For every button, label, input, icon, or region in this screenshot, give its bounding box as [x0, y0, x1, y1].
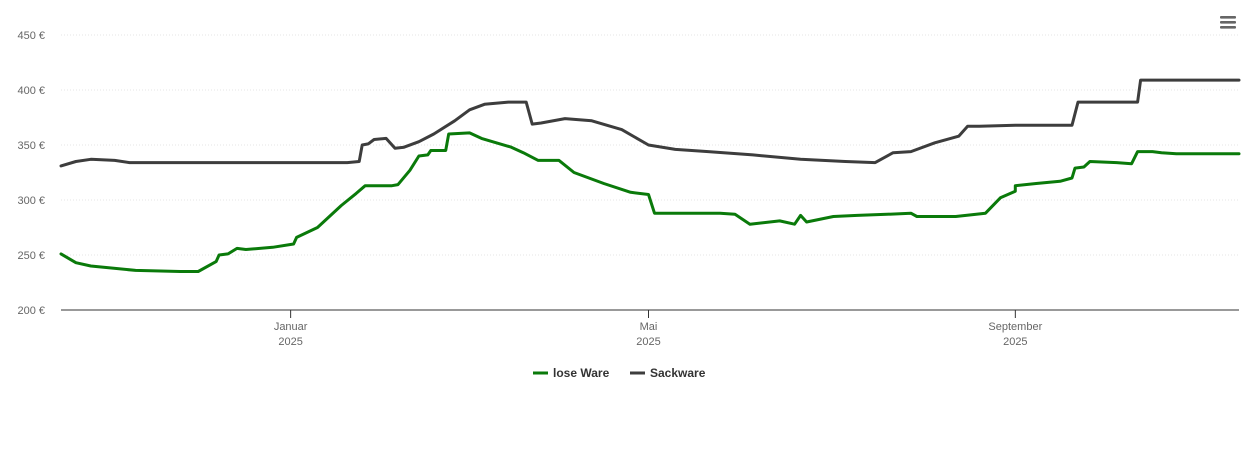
- x-tick-label-year: 2025: [1003, 336, 1027, 348]
- x-tick-label-month: September: [988, 321, 1042, 333]
- legend-item-sackware[interactable]: Sackware: [630, 366, 706, 380]
- y-tick-label: 300 €: [17, 195, 45, 207]
- x-tick-label-year: 2025: [278, 336, 302, 348]
- x-tick-label-month: Januar: [274, 321, 308, 333]
- series-line-sackware: [59, 78, 1241, 168]
- x-tick-label-year: 2025: [636, 336, 660, 348]
- legend-label: Sackware: [650, 366, 706, 380]
- series-lines: [59, 78, 1241, 273]
- legend: lose Ware Sackware: [533, 366, 706, 380]
- y-tick-label: 350 €: [17, 140, 45, 152]
- y-axis: 200 € 250 € 300 € 350 € 400 € 450 €: [17, 30, 45, 317]
- x-tick-label-month: Mai: [640, 321, 658, 333]
- legend-item-lose-ware[interactable]: lose Ware: [533, 366, 610, 380]
- series-line-lose-ware: [59, 131, 1241, 273]
- hamburger-menu-icon: [1220, 16, 1236, 29]
- x-axis: Januar 2025 Mai 2025 September 2025: [61, 309, 1239, 348]
- chart-menu-button[interactable]: [1219, 14, 1237, 30]
- y-tick-label: 250 €: [17, 250, 45, 262]
- y-tick-label: 450 €: [17, 30, 45, 42]
- y-tick-label: 200 €: [17, 305, 45, 317]
- legend-label: lose Ware: [553, 366, 610, 380]
- y-tick-label: 400 €: [17, 85, 45, 97]
